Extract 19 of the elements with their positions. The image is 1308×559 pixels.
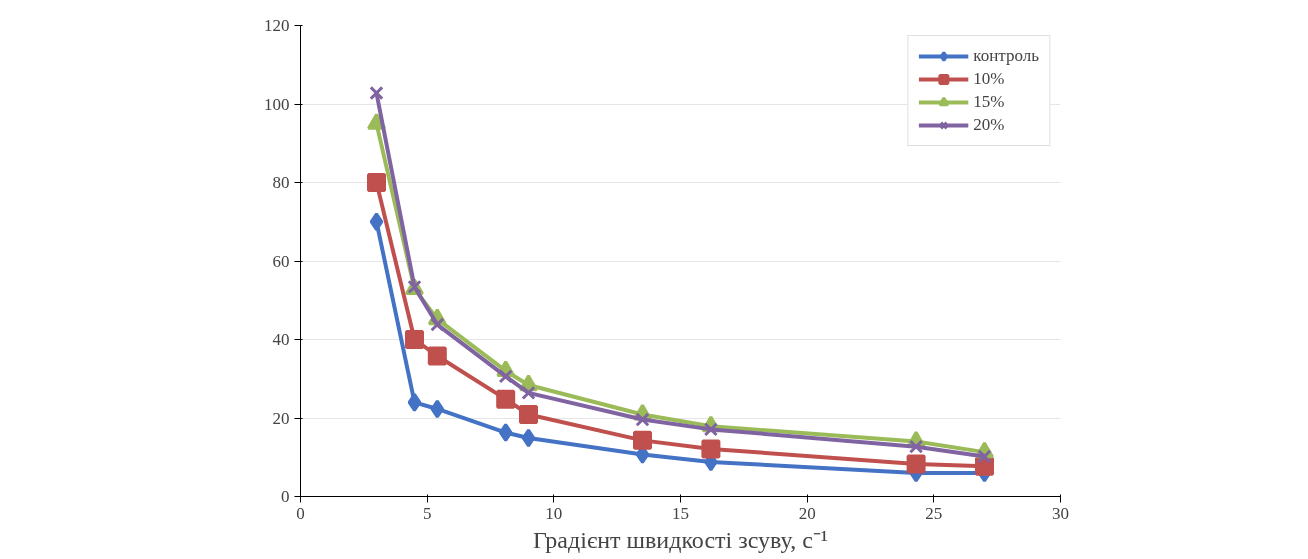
x-tick-label: 10 <box>545 503 563 523</box>
y-tick-label: 80 <box>272 173 290 192</box>
y-tick-label: 20 <box>272 408 290 428</box>
x-tick-label: 30 <box>1052 503 1069 523</box>
y-tick-label: 0 <box>281 487 290 506</box>
y-tick-label: 120 <box>264 16 290 35</box>
x-tick-label: 20 <box>798 503 816 523</box>
legend-label: 15% <box>973 92 1005 112</box>
x-tick-label: 5 <box>422 503 432 523</box>
legend-label: контроль <box>973 46 1039 66</box>
x-axis-title: Градієнт швидкості зсуву, с⁻¹ <box>532 526 829 553</box>
y-tick-label: 40 <box>272 330 290 349</box>
y-tick-label: 60 <box>272 251 290 271</box>
legend-label: 20% <box>973 115 1005 135</box>
y-tick-label: 100 <box>264 94 290 114</box>
x-tick-label: 25 <box>925 503 943 523</box>
x-tick-label: 0 <box>296 503 305 523</box>
x-tick-label: 15 <box>672 503 689 523</box>
legend-label: 10% <box>973 69 1005 89</box>
